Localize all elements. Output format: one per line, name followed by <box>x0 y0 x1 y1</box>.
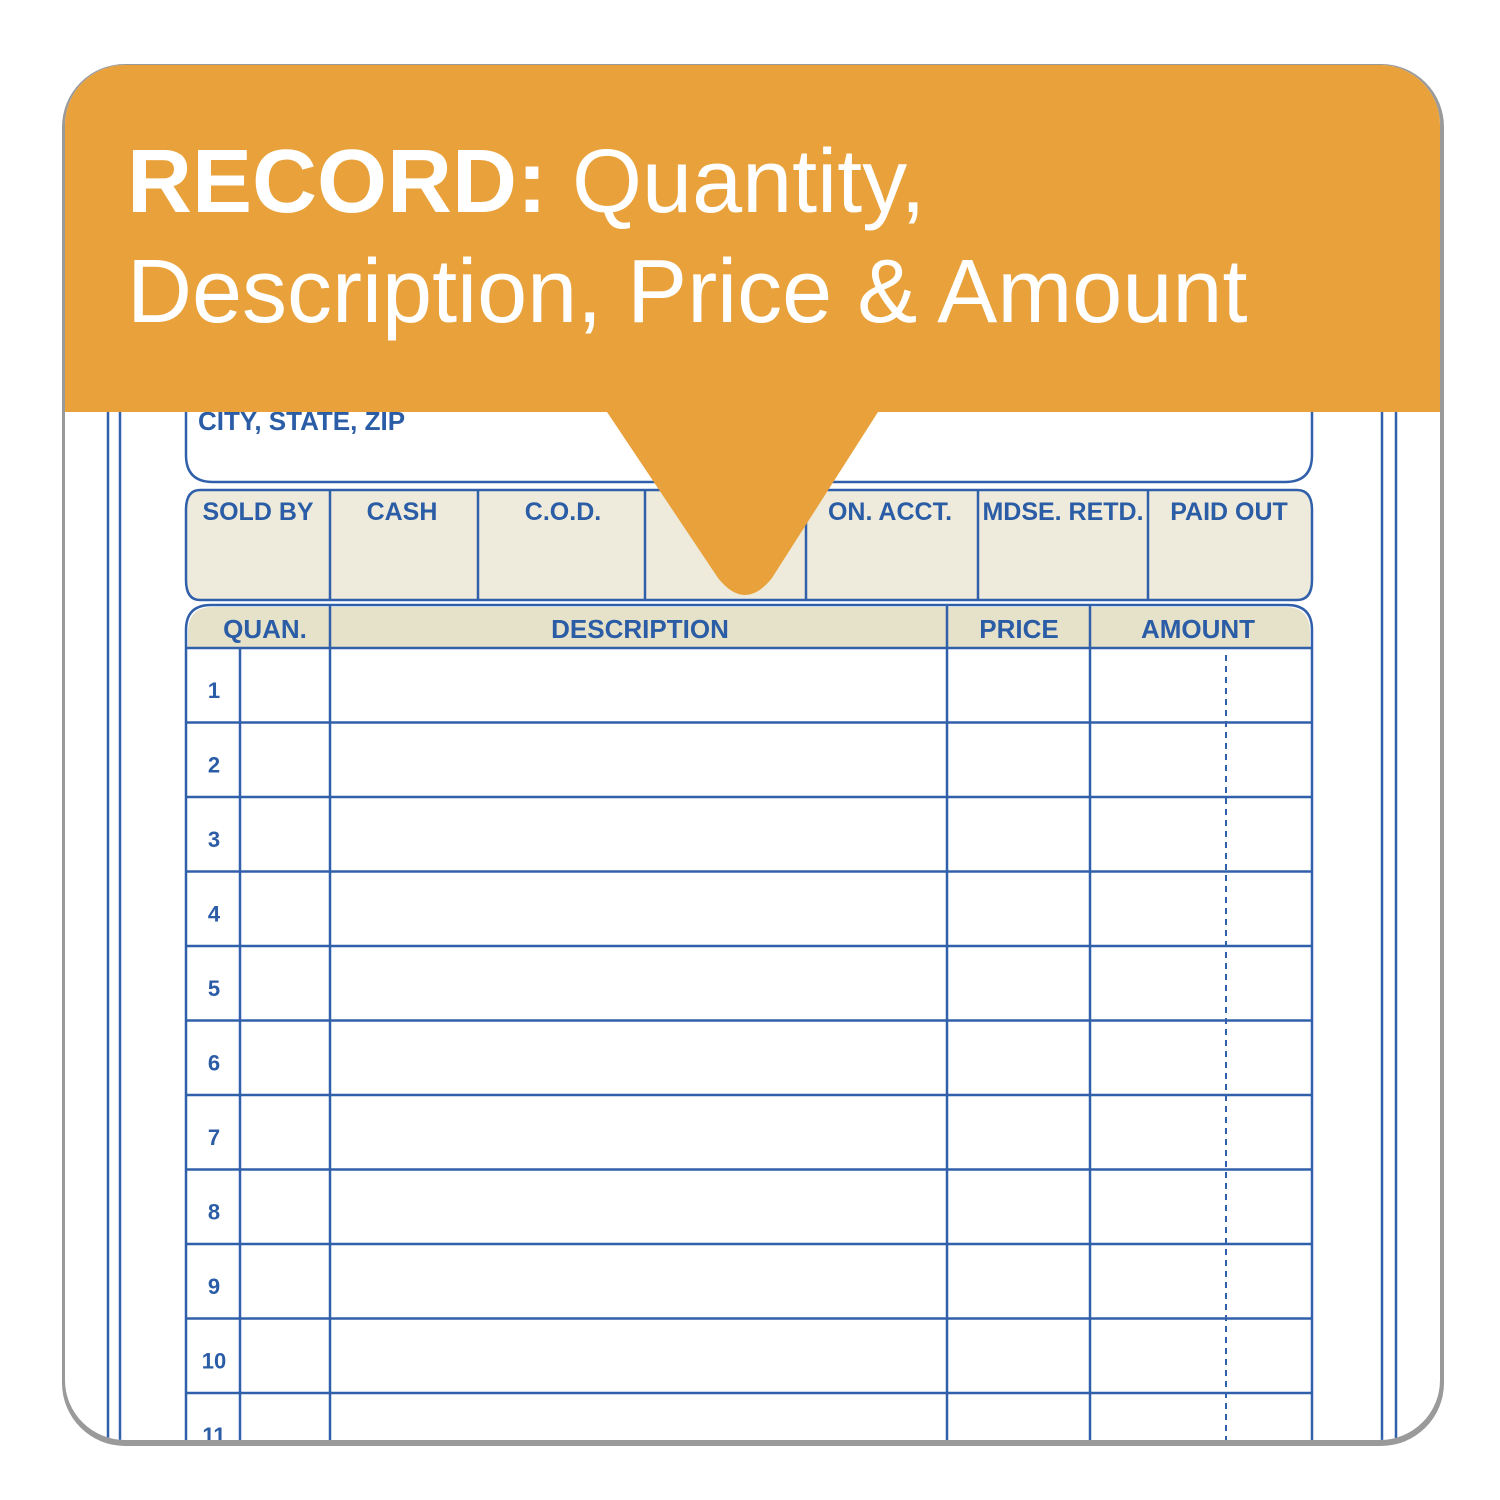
row-number: 10 <box>202 1349 226 1374</box>
payment-field: CASH <box>367 498 438 526</box>
table-header-fill <box>188 607 1310 648</box>
row-number: 7 <box>208 1125 220 1150</box>
column-dividers <box>238 605 1227 1440</box>
table-box <box>184 603 1314 1440</box>
banner-title: RECORD: Quantity, <box>127 132 926 232</box>
row-number: 8 <box>208 1200 220 1225</box>
banner <box>65 65 1440 595</box>
payment-field: PAID OUT <box>1170 498 1288 526</box>
banner-title-rest: Quantity, <box>572 132 926 232</box>
column-header: AMOUNT <box>1141 614 1255 644</box>
row-number: 5 <box>208 976 220 1001</box>
row-number: 6 <box>208 1051 220 1076</box>
payment-field: C.O.D. <box>525 498 601 526</box>
column-header: DESCRIPTION <box>551 614 729 644</box>
row-number: 11 <box>202 1423 225 1448</box>
column-header: QUAN. <box>223 614 307 644</box>
row-number: 9 <box>208 1274 220 1299</box>
row-number: 4 <box>208 902 221 927</box>
payment-field: SOLD BY <box>202 498 313 526</box>
payment-field: ON. ACCT. <box>828 498 952 526</box>
payment-field: MDSE. RETD. <box>982 498 1143 526</box>
payment-dividers <box>328 490 1150 600</box>
row-number: 2 <box>208 753 220 778</box>
row-number: 3 <box>208 827 220 852</box>
banner-title-bold: RECORD: <box>127 132 547 232</box>
column-header: PRICE <box>979 614 1058 644</box>
banner-subtitle: Description, Price & Amount <box>127 242 1247 342</box>
row-number: 1 <box>208 678 220 703</box>
